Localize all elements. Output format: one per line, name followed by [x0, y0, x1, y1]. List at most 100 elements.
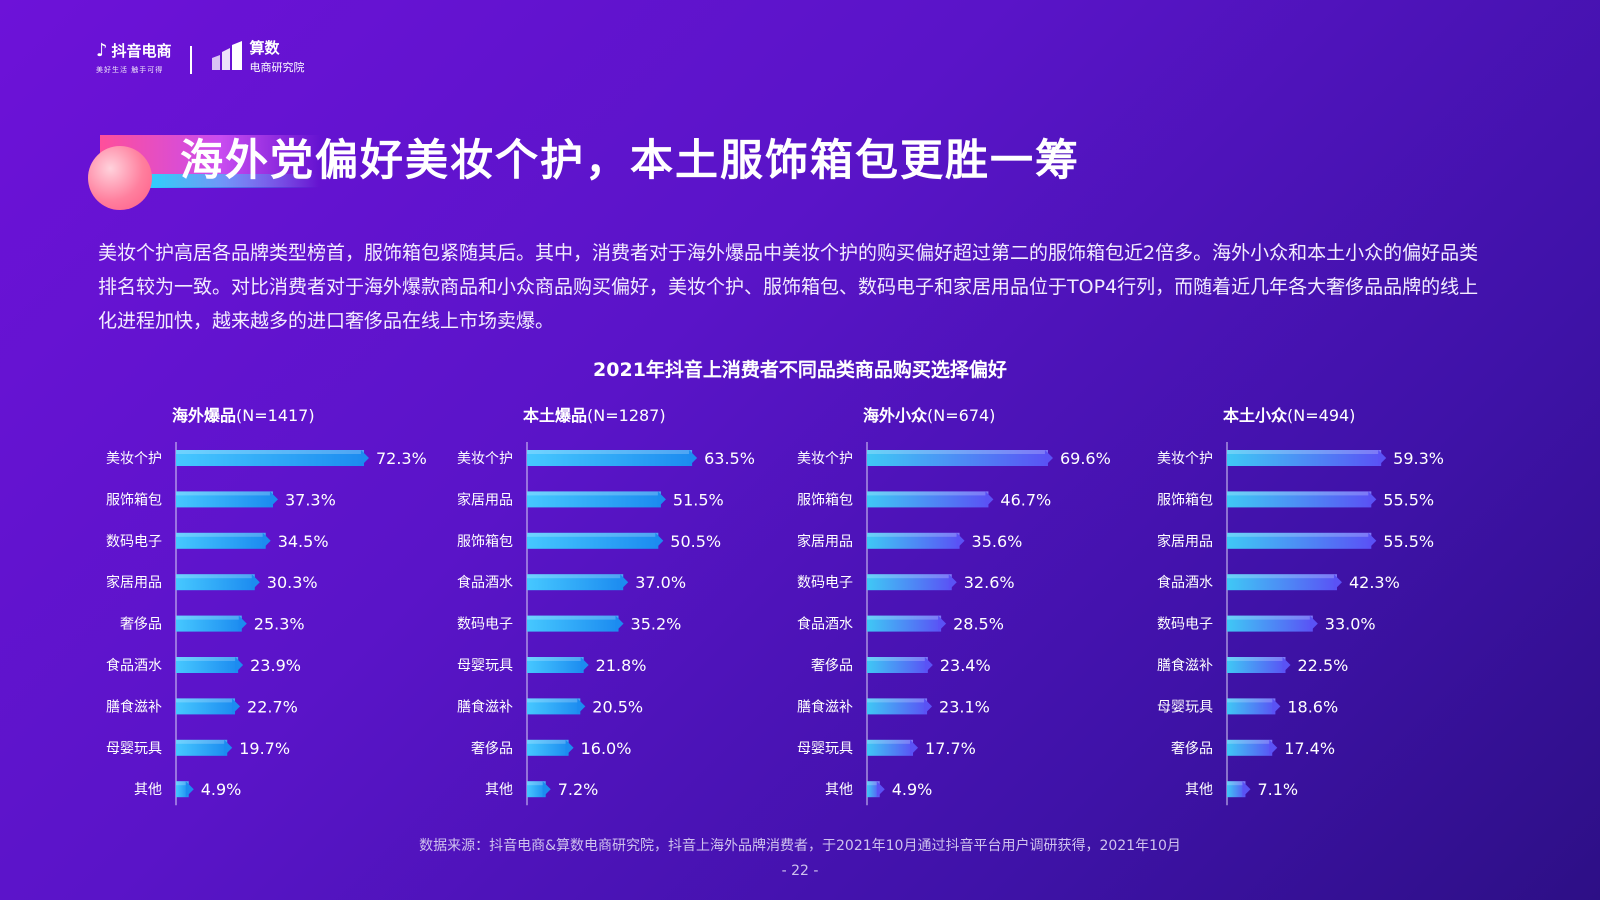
bar — [176, 615, 242, 632]
value-label: 23.4% — [940, 656, 991, 675]
bar — [176, 450, 364, 466]
bar-tip — [1378, 450, 1387, 466]
bar — [867, 574, 952, 591]
category-label: 膳食滋补 — [457, 698, 513, 715]
bar — [867, 698, 928, 715]
logo-row: ♪ 抖音电商 美好生活 触手可得 算数 电商研究院 — [96, 40, 305, 80]
bar-tip — [655, 532, 664, 549]
value-label: 69.6% — [1060, 449, 1111, 468]
bar — [867, 532, 960, 549]
bar — [1227, 615, 1313, 632]
bar-highlight — [867, 781, 880, 786]
bar-tip — [224, 739, 233, 756]
logo-divider — [189, 46, 192, 74]
bar-tip — [1368, 491, 1377, 508]
chart-title: 2021年抖音上消费者不同品类商品购买选择偏好 — [593, 359, 1007, 381]
value-label: 4.9% — [892, 780, 933, 799]
bar-highlight — [1227, 615, 1313, 620]
bar — [527, 615, 619, 632]
bar-highlight — [1227, 698, 1276, 703]
bar-highlight — [1227, 781, 1246, 786]
value-label: 55.5% — [1383, 532, 1434, 551]
value-label: 20.5% — [592, 697, 643, 716]
bar-highlight — [867, 739, 914, 744]
panel-name: 本土小众 — [1223, 406, 1288, 425]
category-label: 其他 — [485, 782, 513, 798]
data-source-note: 数据来源：抖音电商&算数电商研究院，抖音上海外品牌消费者，于2021年10月通过… — [419, 838, 1181, 854]
bar-tip — [1333, 574, 1342, 591]
bar — [1227, 739, 1273, 756]
panel-n-label: (N=674) — [927, 406, 995, 425]
category-label: 食品酒水 — [106, 657, 162, 674]
value-label: 23.1% — [939, 697, 990, 716]
bar — [176, 491, 273, 508]
bar-highlight — [1227, 532, 1372, 537]
category-label: 膳食滋补 — [1157, 657, 1213, 674]
category-label: 美妆个护 — [797, 451, 853, 467]
category-label: 家居用品 — [1157, 533, 1213, 550]
bar — [1227, 450, 1382, 466]
brand1-name: 抖音电商 — [111, 42, 172, 60]
page-number: - 22 - — [781, 863, 819, 879]
bar — [1227, 698, 1276, 715]
value-label: 23.9% — [250, 656, 301, 675]
bar-highlight — [1227, 491, 1372, 496]
panel-title: 海外爆品(N=1417) — [172, 406, 315, 425]
panel-title: 本土小众(N=494) — [1223, 406, 1355, 425]
value-label: 18.6% — [1287, 697, 1338, 716]
bar — [527, 739, 569, 756]
value-label: 35.2% — [631, 615, 682, 634]
bar — [176, 739, 228, 756]
category-label: 数码电子 — [1157, 617, 1213, 633]
category-label: 食品酒水 — [457, 574, 513, 591]
category-label: 奢侈品 — [1171, 741, 1213, 757]
bar-highlight — [527, 781, 546, 786]
value-label: 7.2% — [558, 780, 599, 799]
category-label: 膳食滋补 — [106, 698, 162, 715]
bar-highlight — [1227, 450, 1382, 454]
brand1-slogan: 美好生活 触手可得 — [96, 66, 164, 74]
title-decor-circle — [88, 146, 152, 210]
value-label: 33.0% — [1325, 615, 1376, 634]
bar-tip — [910, 739, 919, 756]
bar — [527, 450, 693, 466]
panel-name: 海外爆品 — [172, 406, 236, 425]
bar — [1227, 657, 1286, 673]
category-label: 母婴玩具 — [797, 741, 853, 757]
bar-tip — [1242, 781, 1251, 798]
value-label: 50.5% — [670, 532, 721, 551]
bar — [867, 491, 989, 508]
bar-highlight — [1227, 657, 1286, 661]
value-label: 17.4% — [1284, 739, 1335, 758]
category-label: 服饰箱包 — [106, 492, 162, 508]
bar — [867, 615, 942, 632]
value-label: 19.7% — [239, 739, 290, 758]
bar-highlight — [867, 574, 952, 579]
bar-tip — [938, 615, 947, 632]
bar-highlight — [176, 739, 228, 744]
bar — [527, 781, 546, 798]
panel-n-label: (N=1287) — [587, 406, 666, 425]
bar-tip — [1282, 657, 1291, 673]
category-label: 食品酒水 — [797, 616, 853, 633]
category-label: 服饰箱包 — [797, 492, 853, 508]
bar — [176, 698, 236, 715]
bar-tip — [1044, 450, 1053, 466]
suanshu-logo: 算数 电商研究院 — [250, 40, 305, 75]
bar-tip — [985, 491, 994, 508]
bar — [867, 657, 928, 673]
bar — [527, 574, 624, 591]
douyin-ecommerce-logo: ♪ 抖音电商 美好生活 触手可得 — [96, 40, 172, 75]
bar — [1227, 491, 1372, 508]
bar-highlight — [527, 739, 569, 744]
bar — [176, 574, 255, 591]
bar-highlight — [867, 491, 989, 496]
category-label: 食品酒水 — [1157, 574, 1213, 591]
bar — [527, 698, 581, 715]
bar-highlight — [176, 698, 236, 703]
value-label: 22.7% — [247, 697, 298, 716]
bar-tip — [956, 532, 965, 549]
category-label: 美妆个护 — [106, 451, 162, 467]
category-label: 数码电子 — [457, 617, 513, 633]
bar — [1227, 532, 1372, 549]
